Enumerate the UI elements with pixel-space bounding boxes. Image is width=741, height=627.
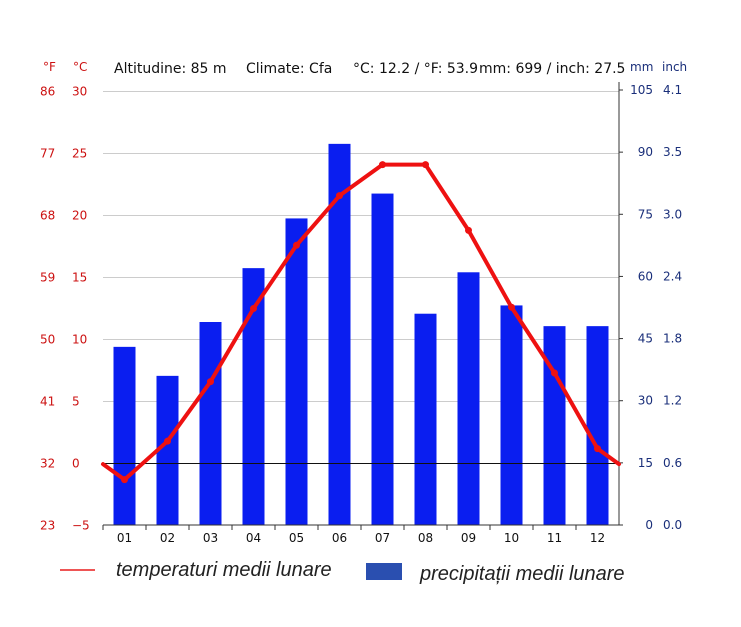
tick-label-inch: 1.8	[663, 332, 682, 346]
x-tick-label: 01	[117, 531, 132, 545]
legend-precipitation-label: precipitații medii lunare	[419, 563, 625, 585]
temperature-point	[293, 241, 300, 249]
temperature-point	[207, 378, 214, 386]
tick-label-mm: 0	[645, 518, 653, 532]
temperature-point	[422, 161, 429, 169]
tick-label-mm: 45	[638, 332, 653, 346]
climate-label: Climate: Cfa	[246, 61, 332, 77]
precipitation-bar	[371, 193, 394, 526]
tick-label-fahrenheit: 32	[40, 457, 55, 471]
tick-label-fahrenheit: 77	[40, 147, 55, 161]
temperature-point	[551, 369, 558, 377]
precipitation-total-label: mm: 699 / inch: 27.5	[479, 61, 625, 77]
x-tick-label: 07	[375, 531, 390, 545]
x-tick-label: 06	[332, 531, 347, 545]
x-tick-label: 12	[590, 531, 605, 545]
tick-label-celsius: 30	[72, 85, 87, 99]
temperature-point	[336, 192, 343, 200]
tick-label-celsius: 20	[72, 209, 87, 223]
temperature-point	[121, 476, 128, 484]
tick-label-mm: 105	[630, 83, 653, 97]
tick-label-inch: 2.4	[663, 269, 682, 283]
unit-inch-label: inch	[662, 60, 687, 74]
tick-label-fahrenheit: 86	[40, 85, 55, 99]
x-tick-label: 03	[203, 531, 218, 545]
temperature-line	[101, 162, 621, 482]
tick-label-mm: 15	[638, 456, 653, 470]
precipitation-bar	[199, 322, 222, 525]
tick-label-fahrenheit: 41	[40, 395, 55, 409]
tick-label-inch: 4.1	[663, 83, 682, 97]
tick-label-inch: 3.0	[663, 207, 682, 221]
tick-label-fahrenheit: 68	[40, 209, 55, 223]
unit-fahrenheit-label: °F	[43, 60, 56, 74]
tick-label-fahrenheit: 23	[40, 519, 55, 533]
tick-label-celsius: 0	[72, 457, 80, 471]
temperature-point	[465, 226, 472, 234]
tick-label-celsius: −5	[72, 519, 90, 533]
precipitation-bar	[285, 218, 308, 525]
tick-label-fahrenheit: 50	[40, 333, 55, 347]
precipitation-bar	[414, 313, 437, 525]
precipitation-bar	[113, 346, 136, 525]
x-tick-label: 08	[418, 531, 433, 545]
temperature-average-label: °C: 12.2 / °F: 53.9	[353, 61, 478, 77]
precipitation-bar	[500, 305, 523, 525]
unit-celsius-label: °C	[73, 60, 87, 74]
altitude-label: Altitudine: 85 m	[114, 61, 227, 77]
tick-label-celsius: 15	[72, 271, 87, 285]
unit-mm-label: mm	[630, 60, 653, 74]
temperature-point	[379, 161, 386, 169]
x-tick-label: 02	[160, 531, 175, 545]
precipitation-bar	[457, 272, 480, 525]
x-tick-label: 10	[504, 531, 519, 545]
x-tick-label: 04	[246, 531, 261, 545]
precipitation-bar	[328, 143, 351, 525]
tick-label-mm: 60	[638, 269, 653, 283]
temperature-point	[250, 305, 257, 312]
tick-label-mm: 75	[638, 207, 653, 221]
axes	[102, 82, 623, 530]
temperature-point	[508, 303, 515, 311]
tick-label-celsius: 10	[72, 333, 87, 347]
temperature-point	[164, 437, 171, 445]
legend-precipitation-swatch	[366, 563, 402, 580]
tick-label-celsius: 5	[72, 395, 80, 409]
tick-label-inch: 1.2	[663, 394, 682, 408]
legend-temperature-label: temperaturi medii lunare	[116, 559, 332, 581]
tick-label-mm: 30	[638, 394, 653, 408]
precipitation-bar	[586, 326, 609, 525]
x-tick-label: 11	[547, 531, 562, 545]
tick-label-inch: 0.6	[663, 456, 682, 470]
x-tick-label: 09	[461, 531, 476, 545]
precipitation-bars	[113, 143, 609, 526]
precipitation-bar	[242, 268, 265, 525]
tick-label-inch: 0.0	[663, 518, 682, 532]
tick-label-mm: 90	[638, 145, 653, 159]
x-tick-label: 05	[289, 531, 304, 545]
temperature-point	[594, 445, 601, 453]
temperature-line-group	[101, 161, 621, 484]
tick-label-fahrenheit: 59	[40, 271, 55, 285]
tick-label-celsius: 25	[72, 147, 87, 161]
precipitation-bar	[156, 375, 179, 525]
gridlines	[103, 91, 619, 402]
precipitation-bar	[543, 326, 566, 525]
tick-label-inch: 3.5	[663, 145, 682, 159]
